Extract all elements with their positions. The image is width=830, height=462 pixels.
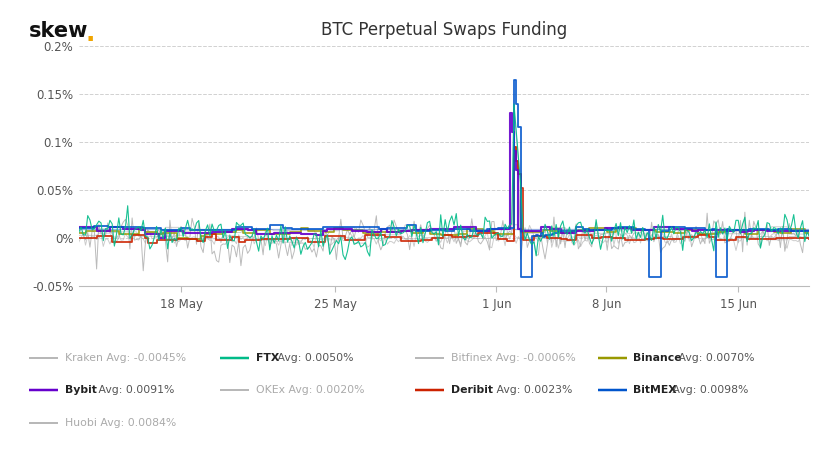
Text: Avg: 0.0023%: Avg: 0.0023%: [492, 385, 572, 395]
Text: Bitfinex Avg: -0.0006%: Bitfinex Avg: -0.0006%: [451, 353, 575, 363]
Text: Deribit: Deribit: [451, 385, 493, 395]
Text: BitMEX: BitMEX: [633, 385, 677, 395]
Text: Binance: Binance: [633, 353, 682, 363]
Text: Avg: 0.0050%: Avg: 0.0050%: [274, 353, 353, 363]
Text: OKEx Avg: 0.0020%: OKEx Avg: 0.0020%: [256, 385, 364, 395]
Text: Bybit: Bybit: [65, 385, 96, 395]
Text: Kraken Avg: -0.0045%: Kraken Avg: -0.0045%: [65, 353, 186, 363]
Title: BTC Perpetual Swaps Funding: BTC Perpetual Swaps Funding: [321, 21, 567, 39]
Text: Avg: 0.0098%: Avg: 0.0098%: [669, 385, 749, 395]
Text: skew: skew: [29, 21, 89, 41]
Text: Avg: 0.0070%: Avg: 0.0070%: [675, 353, 754, 363]
Text: Avg: 0.0091%: Avg: 0.0091%: [95, 385, 174, 395]
Text: .: .: [85, 22, 95, 46]
Text: Huobi Avg: 0.0084%: Huobi Avg: 0.0084%: [65, 418, 176, 428]
Text: FTX: FTX: [256, 353, 279, 363]
